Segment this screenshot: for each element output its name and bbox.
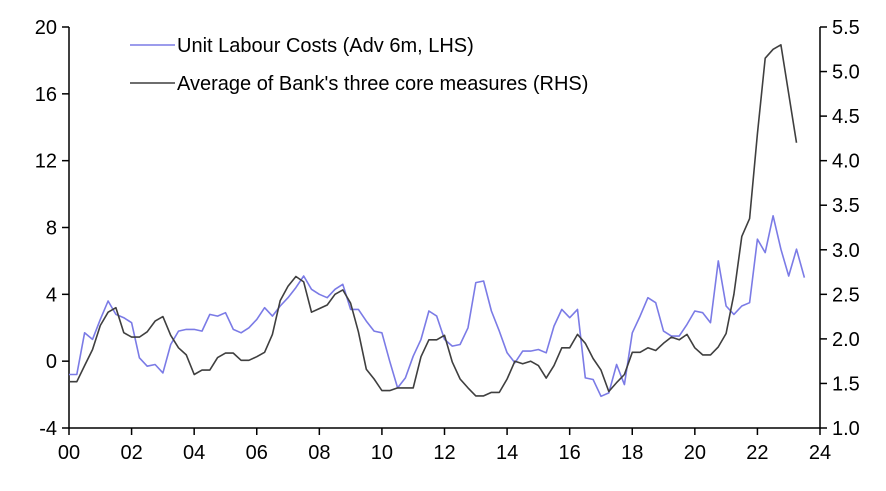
x-tick-label: 18 [621,442,643,464]
y-left-tick-label: 8 [46,218,57,240]
y-right-tick-label: 4.5 [832,106,860,128]
y-left-tick-label: 4 [46,284,57,306]
y-left-axis-ticks: -4 0 4 8 12 16 20 [35,17,69,440]
y-left-tick-label: 0 [46,351,57,373]
x-tick-label: 08 [308,442,330,464]
x-tick-label: 14 [496,442,518,464]
x-tick-label: 04 [183,442,205,464]
x-tick-label: 10 [371,442,393,464]
series-lines [69,43,806,398]
series-line-core-measures [69,43,798,397]
y-left-tick-label: 20 [35,17,57,39]
y-right-tick-label: 3.0 [832,240,860,262]
x-tick-label: 02 [120,442,142,464]
series-line-unit-labour-costs [69,215,806,398]
legend-label-unit-labour-costs: Unit Labour Costs (Adv 6m, LHS) [177,35,474,57]
x-tick-label: 16 [559,442,581,464]
y-right-axis-ticks: 1.0 1.5 2.0 2.5 3.0 3.5 4.0 4.5 5.0 5.5 [820,17,860,440]
x-tick-label: 20 [684,442,706,464]
y-left-tick-label: 12 [35,151,57,173]
x-tick-label: 00 [58,442,80,464]
legend: Unit Labour Costs (Adv 6m, LHS) Average … [130,35,588,95]
x-axis-ticks: 00 02 04 06 08 10 12 14 16 18 20 22 24 [58,428,831,464]
x-tick-label: 06 [246,442,268,464]
y-right-tick-label: 3.5 [832,195,860,217]
y-right-tick-label: 1.5 [832,373,860,395]
y-right-tick-label: 5.5 [832,17,860,39]
legend-label-core-measures: Average of Bank's three core measures (R… [177,73,588,95]
y-left-tick-label: -4 [39,418,57,440]
y-right-tick-label: 1.0 [832,418,860,440]
y-left-tick-label: 16 [35,84,57,106]
y-right-tick-label: 5.0 [832,62,860,84]
x-tick-label: 24 [809,442,831,464]
y-right-tick-label: 2.0 [832,329,860,351]
y-right-tick-label: 2.5 [832,284,860,306]
y-right-tick-label: 4.0 [832,151,860,173]
x-tick-label: 12 [433,442,455,464]
x-tick-label: 22 [746,442,768,464]
